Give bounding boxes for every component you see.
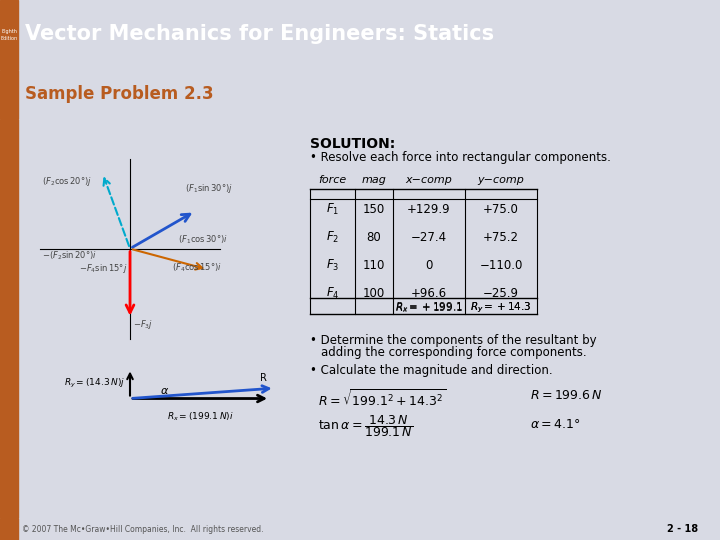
Text: © 2007 The Mc•Graw•Hill Companies, Inc.  All rights reserved.: © 2007 The Mc•Graw•Hill Companies, Inc. … [22, 525, 263, 534]
Text: $-F_4\sin 15°j$: $-F_4\sin 15°j$ [78, 262, 127, 275]
Text: mag: mag [361, 175, 387, 185]
Text: $\tan\alpha = \dfrac{14.3\,N}{199.1\,N}$: $\tan\alpha = \dfrac{14.3\,N}{199.1\,N}$ [318, 414, 413, 440]
Text: −27.4: −27.4 [411, 231, 447, 244]
Text: 0: 0 [426, 259, 433, 272]
Text: 150: 150 [363, 203, 385, 216]
Text: +75.2: +75.2 [483, 231, 519, 244]
Text: $-(F_2\sin 20°)i$: $-(F_2\sin 20°)i$ [42, 249, 96, 262]
Text: $R_y = +14.3$: $R_y = +14.3$ [470, 301, 532, 315]
Text: $F_1$: $F_1$ [326, 202, 339, 217]
Text: 100: 100 [363, 287, 385, 300]
Text: Sample Problem 2.3: Sample Problem 2.3 [25, 85, 214, 103]
Text: force: force [318, 175, 346, 185]
Text: −110.0: −110.0 [480, 259, 523, 272]
Text: SOLUTION:: SOLUTION: [310, 137, 395, 151]
Text: y−comp: y−comp [477, 175, 524, 185]
Bar [0, 70, 18, 119]
Text: −25.9: −25.9 [483, 287, 519, 300]
Text: $(F_4\cos 15°)i$: $(F_4\cos 15°)i$ [172, 262, 222, 274]
Text: $R_x = +199.1$: $R_x = +199.1$ [395, 301, 463, 314]
Text: • Determine the components of the resultant by: • Determine the components of the result… [310, 334, 597, 347]
Text: 80: 80 [366, 231, 382, 244]
Text: 2 - 18: 2 - 18 [667, 524, 698, 534]
Text: • Resolve each force into rectangular components.: • Resolve each force into rectangular co… [310, 151, 611, 164]
Text: $F_3$: $F_3$ [326, 258, 339, 273]
Text: R: R [260, 373, 267, 382]
Text: $R_y = (14.3\,N)j$: $R_y = (14.3\,N)j$ [64, 377, 125, 390]
Text: 110: 110 [363, 259, 385, 272]
Text: +129.9: +129.9 [408, 203, 451, 216]
Text: • Calculate the magnitude and direction.: • Calculate the magnitude and direction. [310, 363, 553, 376]
Bar [0, 518, 18, 540]
Text: Vector Mechanics for Engineers: Statics: Vector Mechanics for Engineers: Statics [25, 24, 495, 44]
Text: $F_4$: $F_4$ [325, 286, 339, 301]
Text: $(F_2\cos 20°)j$: $(F_2\cos 20°)j$ [42, 175, 92, 188]
Text: Eighth
Edition: Eighth Edition [1, 30, 18, 40]
Text: x−comp: x−comp [405, 175, 452, 185]
Text: $R = \sqrt{199.1^2+14.3^2}$: $R = \sqrt{199.1^2+14.3^2}$ [318, 389, 446, 410]
Bar [0, 119, 18, 518]
Text: +96.6: +96.6 [411, 287, 447, 300]
Text: $-F_3j$: $-F_3j$ [133, 318, 153, 330]
Text: adding the corresponding force components.: adding the corresponding force component… [321, 346, 587, 359]
Text: $\alpha = 4.1°$: $\alpha = 4.1°$ [530, 418, 580, 431]
Text: $\alpha$: $\alpha$ [160, 386, 169, 395]
Text: +75.0: +75.0 [483, 203, 519, 216]
Bar [0, 0, 18, 70]
Text: $R = 199.6\,N$: $R = 199.6\,N$ [530, 389, 603, 402]
Text: $(F_1\sin 30°)j$: $(F_1\sin 30°)j$ [185, 182, 233, 195]
Text: $R_y = +14.3$: $R_y = +14.3$ [470, 300, 532, 315]
Text: $R_x = +199.1$: $R_x = +199.1$ [395, 301, 463, 315]
Text: $(F_1\cos 30°)i$: $(F_1\cos 30°)i$ [178, 234, 228, 246]
Text: $R_x = (199.1\,N)i$: $R_x = (199.1\,N)i$ [166, 410, 233, 423]
Text: $F_2$: $F_2$ [326, 230, 339, 245]
